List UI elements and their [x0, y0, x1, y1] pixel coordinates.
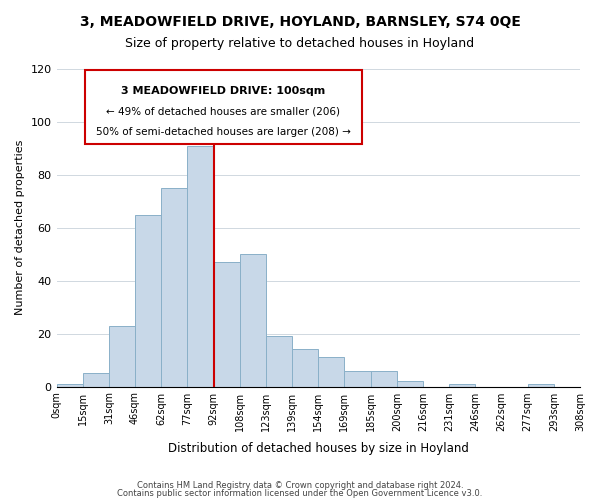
Bar	[344, 370, 371, 386]
Bar	[371, 370, 397, 386]
Bar	[187, 146, 214, 386]
Bar	[56, 384, 83, 386]
Text: Contains HM Land Registry data © Crown copyright and database right 2024.: Contains HM Land Registry data © Crown c…	[137, 481, 463, 490]
Bar	[83, 374, 109, 386]
Text: ← 49% of detached houses are smaller (206): ← 49% of detached houses are smaller (20…	[106, 106, 341, 117]
Text: Size of property relative to detached houses in Hoyland: Size of property relative to detached ho…	[125, 38, 475, 51]
Bar	[161, 188, 187, 386]
Bar	[214, 262, 240, 386]
Bar	[135, 214, 161, 386]
Y-axis label: Number of detached properties: Number of detached properties	[15, 140, 25, 316]
Bar	[292, 350, 318, 387]
Bar	[527, 384, 554, 386]
Bar	[397, 381, 423, 386]
Text: 3 MEADOWFIELD DRIVE: 100sqm: 3 MEADOWFIELD DRIVE: 100sqm	[121, 86, 326, 96]
Text: 50% of semi-detached houses are larger (208) →: 50% of semi-detached houses are larger (…	[96, 127, 351, 137]
Text: 3, MEADOWFIELD DRIVE, HOYLAND, BARNSLEY, S74 0QE: 3, MEADOWFIELD DRIVE, HOYLAND, BARNSLEY,…	[80, 15, 520, 29]
Bar	[109, 326, 135, 386]
X-axis label: Distribution of detached houses by size in Hoyland: Distribution of detached houses by size …	[168, 442, 469, 455]
Bar	[240, 254, 266, 386]
Bar	[266, 336, 292, 386]
Bar	[318, 358, 344, 386]
Bar	[449, 384, 475, 386]
Text: Contains public sector information licensed under the Open Government Licence v3: Contains public sector information licen…	[118, 488, 482, 498]
